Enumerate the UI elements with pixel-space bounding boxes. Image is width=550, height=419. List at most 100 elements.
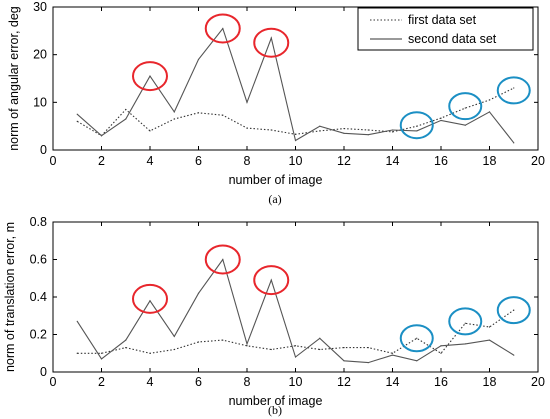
data-point <box>416 125 418 127</box>
data-point <box>125 108 127 111</box>
data-point <box>173 111 175 113</box>
data-point <box>367 347 369 349</box>
legend-label: first data set <box>408 13 477 27</box>
data-point <box>100 358 103 360</box>
data-point <box>416 360 418 362</box>
chart-a: 0 2 4 6 8 10 12 14 16 18 20 0 10 20 30 number of image n… <box>7 0 545 206</box>
y-tick-label: 10 <box>33 95 47 109</box>
y-tick-label: 0 <box>40 143 47 157</box>
data-point <box>488 99 491 101</box>
series-line-dotted <box>77 87 515 137</box>
y-tick-label: 20 <box>33 48 47 62</box>
x-tick-label: 4 <box>147 375 154 389</box>
data-point <box>513 309 515 311</box>
data-point <box>488 326 491 328</box>
data-point <box>246 343 248 345</box>
data-point <box>440 117 442 119</box>
data-point <box>294 345 297 347</box>
blue-highlight-circle <box>399 324 434 353</box>
red-highlight-circle <box>204 13 241 44</box>
data-point <box>319 348 321 351</box>
data-point <box>100 135 103 137</box>
y-tick-label: 0.4 <box>30 290 47 304</box>
data-point <box>294 133 297 135</box>
blue-highlight-circle <box>448 307 483 336</box>
plot-frame <box>52 221 539 373</box>
data-point <box>440 345 442 347</box>
data-point <box>173 348 175 351</box>
x-axis-title: number of image <box>229 173 323 187</box>
chart-b: 0 2 4 6 8 10 12 14 16 18 20 0 0.2 0.4 0.6 0.8 number of … <box>3 215 545 417</box>
data-point <box>343 127 345 130</box>
data-point <box>149 130 151 132</box>
data-point <box>222 114 224 116</box>
data-point <box>125 347 127 349</box>
data-point <box>488 111 491 113</box>
red-highlight-circle <box>132 61 168 92</box>
data-point <box>440 119 442 122</box>
x-tick-label: 2 <box>98 154 105 168</box>
x-tick-label: 0 <box>50 154 57 168</box>
data-point <box>464 124 466 126</box>
y-axis-title: norm of translation error, m <box>3 222 17 372</box>
data-point <box>270 348 272 351</box>
x-tick-label: 12 <box>337 375 351 389</box>
data-point <box>367 134 369 136</box>
figure-caption: (b) <box>268 403 282 417</box>
data-point <box>343 347 345 349</box>
x-tick-label: 8 <box>244 154 251 168</box>
data-point <box>149 352 151 354</box>
data-point <box>464 343 466 345</box>
x-tick-label: 10 <box>289 154 303 168</box>
data-point <box>270 279 272 281</box>
figure-caption: (a) <box>268 192 281 206</box>
data-point <box>76 320 78 322</box>
data-point <box>173 118 175 120</box>
data-point <box>464 322 466 324</box>
data-point <box>197 112 200 114</box>
data-point <box>76 113 78 115</box>
series-line-dotted <box>77 309 515 355</box>
data-point <box>197 292 200 294</box>
data-point <box>294 356 297 358</box>
x-tick-label: 2 <box>98 375 105 389</box>
data-point <box>367 129 369 131</box>
data-point <box>513 87 515 89</box>
data-point <box>270 129 272 131</box>
x-tick-label: 20 <box>531 375 545 389</box>
x-tick-label: 14 <box>386 154 400 168</box>
x-tick-label: 18 <box>483 375 497 389</box>
x-tick-label: 12 <box>337 154 351 168</box>
data-point <box>513 142 515 144</box>
data-point <box>197 341 200 343</box>
x-tick-label: 8 <box>244 375 251 389</box>
legend-box <box>357 7 534 51</box>
data-point <box>246 127 248 129</box>
data-point <box>246 101 248 103</box>
blue-highlight-circle <box>399 111 434 140</box>
x-axis-title: number of image <box>229 394 323 408</box>
data-point <box>246 345 248 347</box>
data-point <box>391 131 394 133</box>
data-point <box>440 352 442 354</box>
x-tick-label: 18 <box>483 154 497 168</box>
data-point <box>319 337 321 339</box>
x-tick-label: 4 <box>147 154 154 168</box>
data-point <box>222 27 224 30</box>
y-tick-label: 0 <box>40 365 47 379</box>
data-point <box>513 354 515 356</box>
data-point <box>173 335 175 337</box>
data-point <box>343 132 345 134</box>
data-point <box>270 37 272 39</box>
red-highlight-circle <box>132 283 168 314</box>
x-tick-label: 16 <box>434 154 448 168</box>
blue-highlight-circle <box>448 92 483 121</box>
data-point <box>488 339 491 341</box>
red-highlight-circle <box>253 265 290 296</box>
y-tick-label: 0.6 <box>30 253 47 267</box>
x-tick-label: 6 <box>195 375 202 389</box>
data-point <box>76 120 78 122</box>
y-tick-label: 0.2 <box>30 328 47 342</box>
legend-label: second data set <box>408 32 497 46</box>
